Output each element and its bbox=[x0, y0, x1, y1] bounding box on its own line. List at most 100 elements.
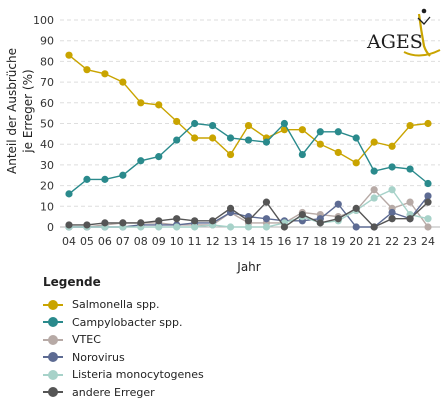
data-point bbox=[173, 223, 180, 230]
data-point bbox=[65, 221, 72, 228]
x-tick-label: 18 bbox=[313, 235, 327, 248]
series-group bbox=[65, 52, 431, 231]
data-point bbox=[245, 136, 252, 143]
data-point bbox=[227, 223, 234, 230]
data-point bbox=[353, 223, 360, 230]
data-point bbox=[137, 157, 144, 164]
legend-label: VTEC bbox=[72, 333, 101, 346]
x-axis-title: Jahr bbox=[236, 260, 260, 274]
data-point bbox=[406, 122, 413, 129]
data-point bbox=[335, 149, 342, 156]
legend-label: andere Erreger bbox=[72, 386, 155, 399]
data-point bbox=[424, 120, 431, 127]
data-point bbox=[245, 217, 252, 224]
y-tick-label: 20 bbox=[40, 180, 54, 193]
data-point bbox=[101, 219, 108, 226]
data-point bbox=[353, 159, 360, 166]
data-point bbox=[119, 219, 126, 226]
data-point bbox=[317, 141, 324, 148]
data-point bbox=[209, 122, 216, 129]
data-point bbox=[227, 151, 234, 158]
data-point bbox=[371, 139, 378, 146]
data-point bbox=[424, 192, 431, 199]
legend-item: Norovirus bbox=[43, 349, 343, 367]
legend-title: Legende bbox=[43, 275, 343, 289]
ages-logo-head bbox=[422, 9, 427, 14]
x-tick-label: 11 bbox=[188, 235, 202, 248]
x-tick-label: 22 bbox=[385, 235, 399, 248]
legend-item: Campylobacter spp. bbox=[43, 314, 343, 332]
data-point bbox=[263, 223, 270, 230]
data-point bbox=[65, 52, 72, 59]
x-tick-label: 09 bbox=[152, 235, 166, 248]
data-point bbox=[263, 139, 270, 146]
y-tick-label: 100 bbox=[33, 14, 54, 27]
data-point bbox=[245, 122, 252, 129]
data-point bbox=[155, 101, 162, 108]
data-point bbox=[101, 176, 108, 183]
legend-swatch bbox=[43, 300, 63, 310]
data-point bbox=[371, 168, 378, 175]
data-point bbox=[371, 223, 378, 230]
x-tick-label: 21 bbox=[367, 235, 381, 248]
legend-label: Norovirus bbox=[72, 351, 125, 364]
data-point bbox=[101, 70, 108, 77]
y-axis-title-line-1: Anteil der Ausbrüche bbox=[5, 48, 19, 174]
x-tick-label: 19 bbox=[331, 235, 345, 248]
y-tick-label: 0 bbox=[47, 221, 54, 234]
data-point bbox=[389, 163, 396, 170]
x-tick-label: 15 bbox=[259, 235, 273, 248]
x-tick-label: 07 bbox=[116, 235, 130, 248]
data-point bbox=[137, 219, 144, 226]
data-point bbox=[155, 217, 162, 224]
data-point bbox=[353, 134, 360, 141]
data-point bbox=[371, 186, 378, 193]
data-point bbox=[335, 215, 342, 222]
data-point bbox=[299, 126, 306, 133]
y-tick-label: 10 bbox=[40, 200, 54, 213]
y-axis-title-line-2: je Erreger (%) bbox=[21, 69, 35, 153]
data-point bbox=[406, 199, 413, 206]
legend: Legende Salmonella spp.Campylobacter spp… bbox=[43, 275, 343, 401]
x-tick-label: 16 bbox=[277, 235, 291, 248]
data-point bbox=[173, 215, 180, 222]
legend-swatch bbox=[43, 317, 63, 327]
data-point bbox=[191, 217, 198, 224]
data-point bbox=[227, 205, 234, 212]
data-point bbox=[317, 219, 324, 226]
data-point bbox=[389, 215, 396, 222]
data-point bbox=[155, 223, 162, 230]
ages-logo-text: AGES bbox=[366, 31, 423, 53]
data-point bbox=[335, 128, 342, 135]
data-point bbox=[65, 190, 72, 197]
legend-swatch bbox=[43, 387, 63, 397]
x-tick-label: 13 bbox=[224, 235, 238, 248]
data-point bbox=[299, 211, 306, 218]
data-point bbox=[191, 223, 198, 230]
legend-label: Listeria monocytogenes bbox=[72, 368, 204, 381]
legend-item: Listeria monocytogenes bbox=[43, 366, 343, 384]
x-tick-label: 05 bbox=[80, 235, 94, 248]
data-point bbox=[406, 215, 413, 222]
data-point bbox=[371, 194, 378, 201]
data-point bbox=[424, 223, 431, 230]
legend-swatch bbox=[43, 335, 63, 345]
data-point bbox=[209, 134, 216, 141]
series-line bbox=[69, 124, 428, 194]
legend-item: andere Erreger bbox=[43, 384, 343, 401]
data-point bbox=[335, 201, 342, 208]
data-point bbox=[119, 79, 126, 86]
y-tick-label: 90 bbox=[40, 35, 54, 48]
x-tick-label: 10 bbox=[170, 235, 184, 248]
y-tick-label: 70 bbox=[40, 76, 54, 89]
y-tick-label: 60 bbox=[40, 97, 54, 110]
data-point bbox=[137, 99, 144, 106]
data-point bbox=[173, 136, 180, 143]
x-tick-label: 17 bbox=[295, 235, 309, 248]
data-point bbox=[281, 120, 288, 127]
data-point bbox=[317, 128, 324, 135]
data-point bbox=[83, 66, 90, 73]
data-point bbox=[389, 186, 396, 193]
